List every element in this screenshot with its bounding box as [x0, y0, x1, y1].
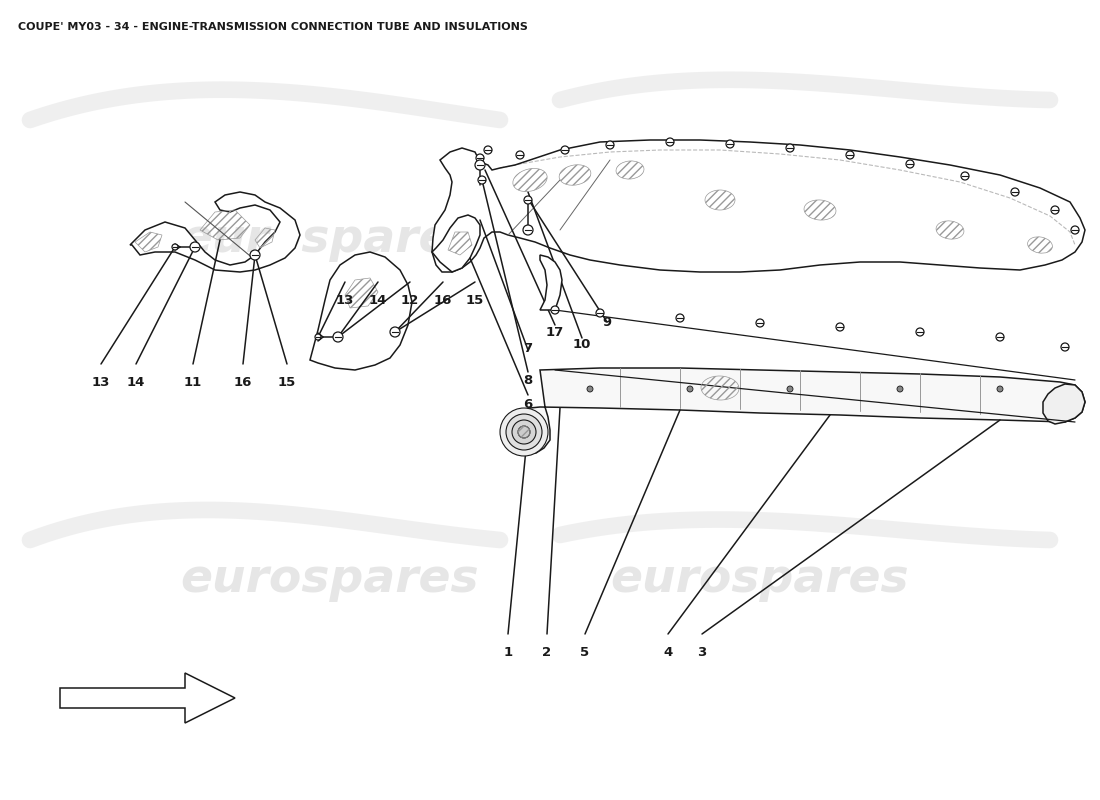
- Text: COUPE' MY03 - 34 - ENGINE-TRANSMISSION CONNECTION TUBE AND INSULATIONS: COUPE' MY03 - 34 - ENGINE-TRANSMISSION C…: [18, 22, 528, 32]
- Circle shape: [688, 386, 693, 392]
- Text: eurospares: eurospares: [180, 218, 480, 262]
- Text: 3: 3: [697, 646, 706, 658]
- Text: 16: 16: [234, 375, 252, 389]
- Circle shape: [996, 333, 1004, 341]
- Circle shape: [836, 323, 844, 331]
- Text: 14: 14: [126, 375, 145, 389]
- Polygon shape: [432, 215, 480, 272]
- Circle shape: [726, 140, 734, 148]
- Text: 13: 13: [336, 294, 354, 306]
- Text: 6: 6: [524, 398, 532, 411]
- Text: 16: 16: [433, 294, 452, 306]
- Circle shape: [484, 146, 492, 154]
- Circle shape: [1050, 206, 1059, 214]
- Text: 7: 7: [524, 342, 532, 354]
- Circle shape: [666, 138, 674, 146]
- Circle shape: [587, 386, 593, 392]
- Circle shape: [250, 250, 260, 260]
- Text: 4: 4: [663, 646, 672, 658]
- Text: 2: 2: [542, 646, 551, 658]
- Text: 11: 11: [184, 375, 202, 389]
- Circle shape: [475, 160, 485, 170]
- Text: 9: 9: [603, 315, 612, 329]
- Polygon shape: [60, 673, 235, 723]
- Circle shape: [997, 386, 1003, 392]
- Circle shape: [786, 386, 793, 392]
- Circle shape: [506, 414, 542, 450]
- Circle shape: [846, 151, 854, 159]
- Circle shape: [961, 172, 969, 180]
- Circle shape: [476, 154, 484, 162]
- Circle shape: [333, 332, 343, 342]
- Text: eurospares: eurospares: [610, 207, 910, 253]
- Polygon shape: [504, 368, 1085, 454]
- Circle shape: [190, 242, 200, 252]
- Text: 17: 17: [546, 326, 564, 338]
- Circle shape: [524, 196, 532, 204]
- Circle shape: [896, 386, 903, 392]
- Circle shape: [315, 334, 321, 340]
- Text: 8: 8: [524, 374, 532, 386]
- Circle shape: [172, 244, 178, 250]
- Text: 15: 15: [466, 294, 484, 306]
- Text: 1: 1: [504, 646, 513, 658]
- Circle shape: [516, 151, 524, 159]
- Circle shape: [606, 141, 614, 149]
- Text: 13: 13: [91, 375, 110, 389]
- Circle shape: [1062, 343, 1069, 351]
- Circle shape: [786, 144, 794, 152]
- Polygon shape: [130, 192, 300, 272]
- Circle shape: [906, 160, 914, 168]
- Circle shape: [512, 420, 536, 444]
- Text: eurospares: eurospares: [610, 558, 910, 602]
- Circle shape: [551, 306, 559, 314]
- Circle shape: [756, 319, 764, 327]
- Circle shape: [596, 309, 604, 317]
- Circle shape: [1011, 188, 1019, 196]
- Polygon shape: [310, 252, 412, 370]
- Text: eurospares: eurospares: [180, 558, 480, 602]
- Circle shape: [522, 225, 534, 235]
- Circle shape: [500, 408, 548, 456]
- Text: 10: 10: [573, 338, 591, 351]
- Polygon shape: [540, 255, 562, 310]
- Text: 5: 5: [581, 646, 590, 658]
- Circle shape: [390, 327, 400, 337]
- Circle shape: [478, 176, 486, 184]
- Circle shape: [676, 314, 684, 322]
- Circle shape: [561, 146, 569, 154]
- Text: 14: 14: [368, 294, 387, 306]
- Circle shape: [1071, 226, 1079, 234]
- Circle shape: [518, 426, 530, 438]
- Polygon shape: [1043, 384, 1085, 424]
- Text: 15: 15: [278, 375, 296, 389]
- Polygon shape: [432, 140, 1085, 272]
- Text: 12: 12: [400, 294, 419, 306]
- Circle shape: [916, 328, 924, 336]
